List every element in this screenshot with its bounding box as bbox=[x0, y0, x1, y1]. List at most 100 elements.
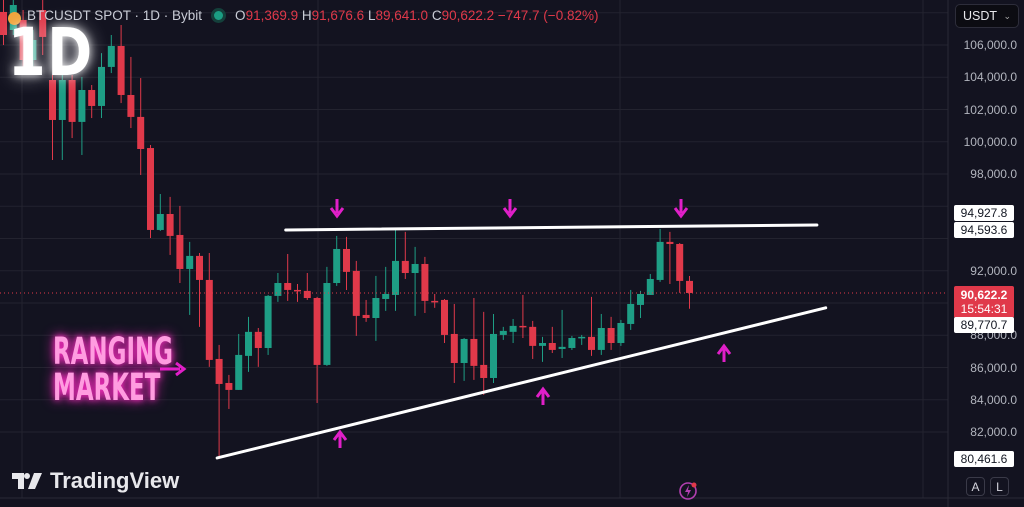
arrow-right-icon bbox=[175, 361, 187, 377]
candle-down bbox=[666, 241, 674, 244]
candle-down bbox=[117, 45, 125, 95]
candle-down bbox=[294, 289, 301, 292]
support-trendline bbox=[215, 306, 828, 460]
candle-down bbox=[470, 338, 478, 366]
tradingview-logo-icon bbox=[12, 473, 42, 489]
arrow-down-icon bbox=[673, 207, 689, 219]
candle-up bbox=[58, 79, 66, 120]
candle-up bbox=[78, 89, 86, 122]
candle-down bbox=[480, 364, 488, 378]
arrow-up-icon bbox=[716, 343, 732, 355]
currency-dropdown[interactable]: USDT ⌄ bbox=[955, 4, 1019, 28]
price-axis-label: 100,000.0 bbox=[963, 134, 1017, 149]
candle-up bbox=[460, 338, 468, 363]
price-tag-level-3: 89,770.7 bbox=[954, 317, 1014, 333]
price-tag-low: 80,461.6 bbox=[954, 451, 1014, 467]
candle-down bbox=[588, 336, 595, 350]
lightning-icon[interactable] bbox=[678, 480, 700, 502]
candle-down bbox=[0, 11, 7, 36]
candle-down bbox=[205, 279, 213, 360]
candle-up bbox=[627, 303, 635, 324]
price-axis-label: 104,000.0 bbox=[963, 70, 1017, 85]
candle-up bbox=[411, 263, 419, 274]
change-value: −747.7 (−0.82%) bbox=[497, 7, 599, 23]
current-price-tag: 90,622.2 15:54:31 bbox=[954, 286, 1014, 318]
currency-label: USDT bbox=[963, 9, 998, 23]
candle-down bbox=[607, 327, 615, 343]
candle-down bbox=[147, 148, 154, 230]
candle-up bbox=[245, 331, 252, 356]
price-axis-label: 98,000.0 bbox=[970, 167, 1017, 181]
annotation-line-1: RANGING bbox=[53, 330, 174, 373]
candle-down bbox=[39, 10, 47, 37]
candle-down bbox=[254, 331, 262, 348]
candle-down bbox=[166, 213, 174, 236]
candle-down bbox=[68, 79, 76, 122]
annotation-line-2: MARKET bbox=[53, 366, 161, 409]
candle-up bbox=[499, 330, 507, 335]
candle-down bbox=[303, 290, 311, 299]
candle-up bbox=[490, 333, 497, 378]
candle-up bbox=[578, 336, 586, 339]
bitcoin-icon bbox=[8, 11, 21, 25]
candle-down bbox=[450, 333, 458, 363]
candle-up bbox=[107, 45, 115, 67]
chevron-down-icon: ⌄ bbox=[1003, 10, 1011, 21]
price-axis-label: 106,000.0 bbox=[963, 38, 1017, 52]
candle-down bbox=[196, 255, 203, 280]
price-axis-label: 84,000.0 bbox=[970, 392, 1017, 407]
candle-up bbox=[382, 293, 390, 299]
candle-down bbox=[686, 280, 693, 293]
high-label: H bbox=[301, 7, 312, 23]
candle-down bbox=[343, 248, 350, 272]
candle-down bbox=[362, 314, 370, 318]
candle-down bbox=[676, 243, 684, 281]
log-scale-button[interactable]: L bbox=[990, 477, 1009, 496]
candle-up bbox=[568, 337, 576, 348]
symbol-title[interactable]: BTCUSDT SPOT · 1D · Bybit bbox=[27, 7, 203, 23]
candle-up bbox=[264, 295, 272, 348]
candle-down bbox=[519, 325, 527, 328]
candle-up bbox=[372, 298, 380, 318]
ranging-market-annotation: RANGING MARKET bbox=[53, 330, 174, 409]
symbol-header: BTCUSDT SPOT · 1D · Bybit O 91,369.9 H 91,… bbox=[8, 6, 599, 25]
candle-down bbox=[176, 234, 184, 269]
auto-scale-button[interactable]: A bbox=[966, 477, 985, 496]
price-axis-label: 102,000.0 bbox=[963, 102, 1017, 117]
candle-down bbox=[441, 299, 448, 335]
candle-down bbox=[88, 89, 96, 106]
tradingview-logo[interactable]: TradingView bbox=[12, 468, 179, 494]
price-axis-label: 86,000.0 bbox=[970, 360, 1017, 375]
candle-down bbox=[49, 79, 56, 120]
candle-up bbox=[656, 241, 664, 280]
candle-up bbox=[617, 322, 625, 343]
candle-down bbox=[401, 260, 409, 274]
candle-up bbox=[392, 260, 399, 295]
arrow-down-icon bbox=[502, 207, 518, 219]
price-tag-level-1: 94,927.8 bbox=[954, 205, 1014, 221]
low-label: L bbox=[367, 7, 376, 23]
candle-down bbox=[529, 326, 537, 346]
arrow-up-icon bbox=[332, 429, 348, 441]
candle-down bbox=[225, 382, 233, 390]
resistance-trendline bbox=[284, 223, 819, 232]
arrow-up-icon bbox=[535, 386, 551, 398]
timeframe-overlay: 1D bbox=[8, 14, 94, 91]
price-tag-level-2: 94,593.6 bbox=[954, 222, 1014, 238]
candle-up bbox=[156, 213, 164, 230]
candle-up bbox=[597, 327, 605, 350]
candle-up bbox=[509, 325, 517, 332]
candle-down bbox=[19, 20, 27, 60]
candle-up bbox=[539, 342, 546, 346]
open-value: 91,369.9 bbox=[245, 7, 299, 23]
candle-up bbox=[274, 283, 282, 296]
arrow-down-icon bbox=[329, 207, 345, 219]
candle-up bbox=[637, 293, 644, 305]
close-value: 90,622.2 bbox=[441, 7, 495, 23]
candle-down bbox=[421, 263, 429, 301]
candle-down bbox=[431, 300, 439, 303]
candle-down bbox=[215, 358, 223, 384]
candle-down bbox=[137, 116, 145, 150]
high-value: 91,676.6 bbox=[311, 7, 365, 23]
